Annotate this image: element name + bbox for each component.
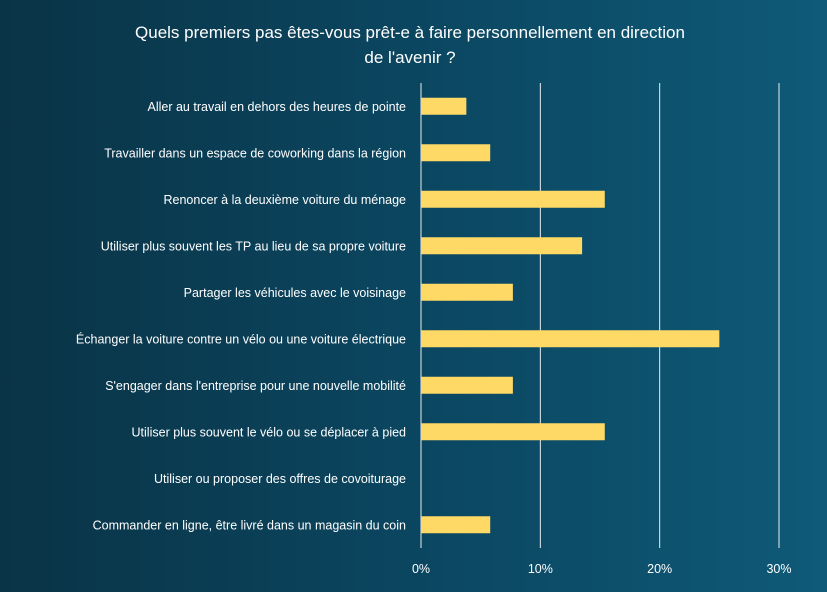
- bar: [421, 97, 467, 115]
- bar: [421, 190, 605, 208]
- chart-title-line-1: Quels premiers pas êtes-vous prêt-e à fa…: [135, 23, 685, 42]
- bar: [421, 330, 720, 348]
- bar: [421, 283, 513, 301]
- bar: [421, 144, 491, 162]
- category-label: Aller au travail en dehors des heures de…: [148, 100, 407, 114]
- category-label: Utiliser plus souvent les TP au lieu de …: [101, 239, 406, 253]
- x-tick-label: 20%: [647, 562, 672, 576]
- x-tick-label: 0%: [412, 562, 430, 576]
- category-label: Échanger la voiture contre un vélo ou un…: [76, 331, 406, 346]
- bar: [421, 376, 513, 394]
- category-label: Travailler dans un espace de coworking d…: [104, 146, 406, 160]
- x-tick-label: 30%: [766, 562, 791, 576]
- chart-title-line-2: de l'avenir ?: [364, 48, 456, 67]
- category-label: Utiliser ou proposer des offres de covoi…: [154, 472, 406, 486]
- x-tick-label: 10%: [528, 562, 553, 576]
- category-label: S'engager dans l'entreprise pour une nou…: [105, 379, 406, 393]
- bar: [421, 516, 491, 534]
- chart-title: Quels premiers pas êtes-vous prêt-e à fa…: [60, 20, 760, 70]
- bar: [421, 237, 583, 255]
- category-label: Renoncer à la deuxième voiture du ménage: [163, 193, 406, 207]
- category-label: Partager les véhicules avec le voisinage: [184, 286, 406, 300]
- bar: [421, 423, 605, 441]
- category-label: Utiliser plus souvent le vélo ou se dépl…: [132, 425, 407, 439]
- category-label: Commander en ligne, être livré dans un m…: [93, 518, 406, 532]
